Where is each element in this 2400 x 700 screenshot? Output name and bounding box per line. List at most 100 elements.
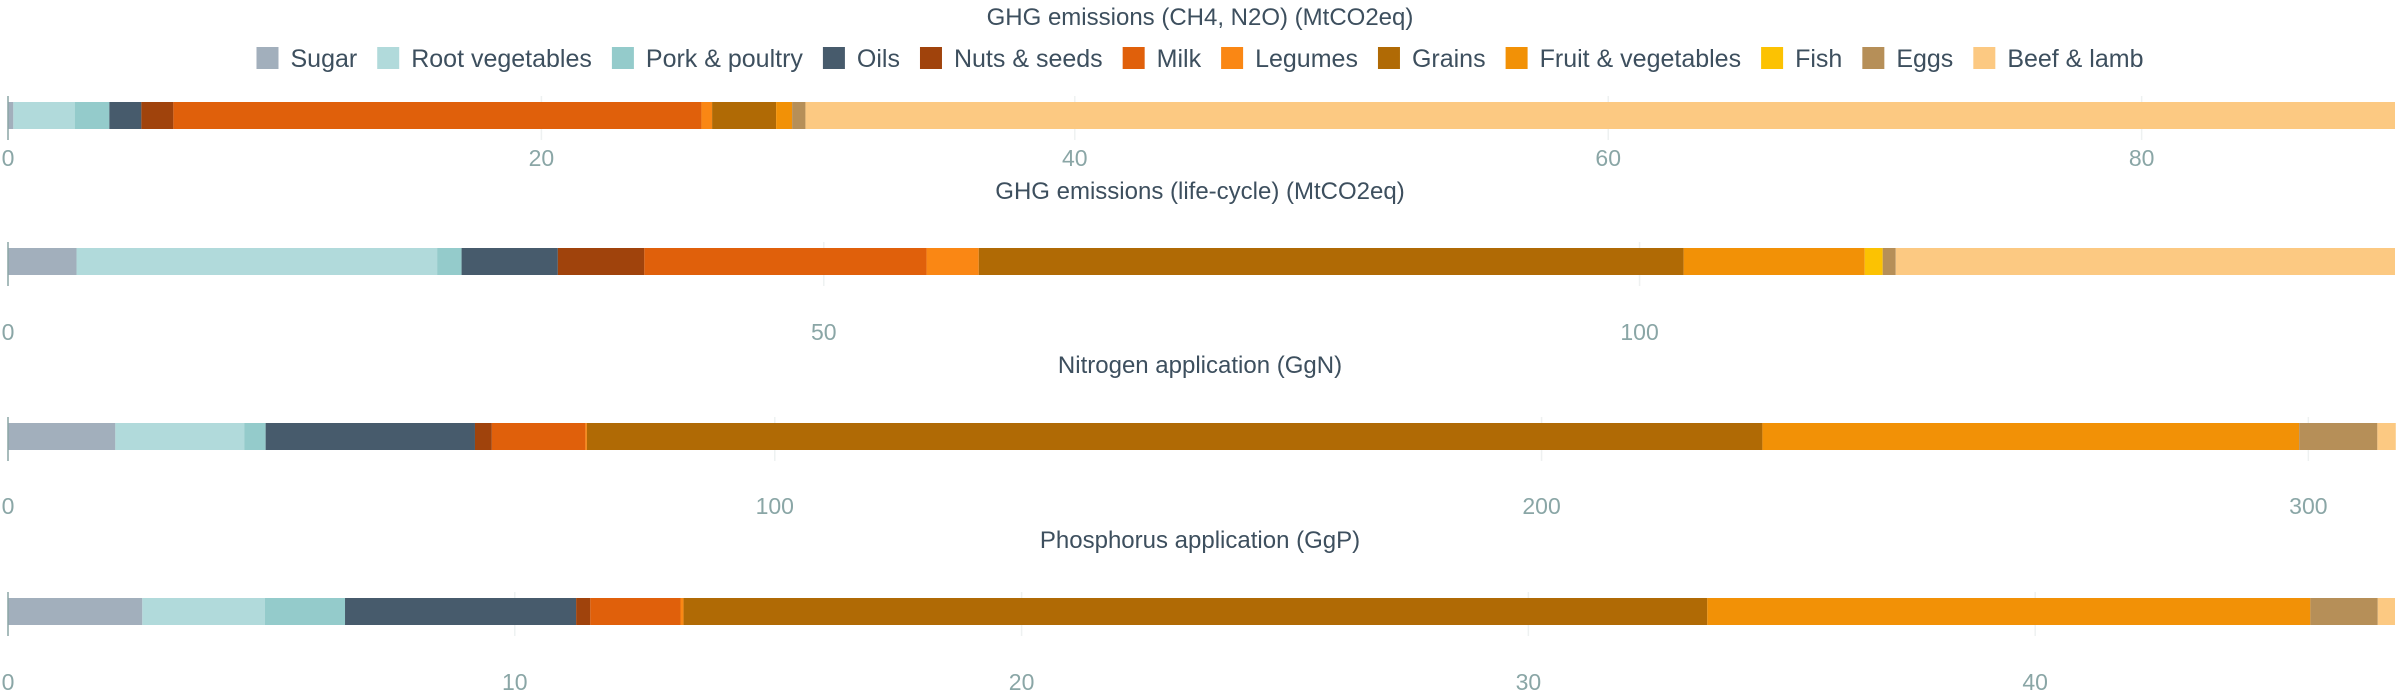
x-tick-label: 20 [1009, 669, 1035, 695]
x-tick-label: 40 [2022, 669, 2048, 695]
legend-swatch [1973, 47, 1996, 69]
legend-label: Grains [1412, 45, 1486, 73]
bar-segment-pork-poultry[interactable] [244, 423, 266, 450]
x-tick-label: 80 [2129, 145, 2155, 171]
chart-panel-1: GHG emissions (CH4, N2O) (MtCO2eq) 0 20 40 6… [2, 4, 2395, 171]
legend-label: Oils [857, 45, 900, 73]
bar-segment-beef-lamb[interactable] [2377, 598, 2395, 625]
legend: Sugar Root vegetables Pork & poultry Oils Nu… [256, 45, 2144, 73]
chart-title: GHG emissions (life-cycle) (MtCO2eq) [995, 178, 1404, 205]
legend-item-pork-poultry[interactable]: Pork & poultry [611, 45, 804, 73]
bar-segment-nuts-seeds[interactable] [576, 598, 591, 625]
legend-label: Fish [1795, 45, 1842, 73]
legend-swatch [1761, 47, 1784, 69]
legend-item-beef-lamb[interactable]: Beef & lamb [1973, 45, 2144, 73]
bar-segment-oils[interactable] [109, 102, 142, 129]
x-tick-label: 20 [529, 145, 555, 171]
x-tick-label: 50 [811, 319, 837, 345]
bar-segment-legumes[interactable] [701, 102, 713, 129]
chart-title: Phosphorus application (GgP) [1040, 527, 1360, 554]
legend-label: Legumes [1255, 45, 1358, 73]
bar-segment-fruit-vegetables[interactable] [1762, 423, 2300, 450]
legend-swatch [377, 47, 400, 69]
x-tick-label: 30 [1516, 669, 1542, 695]
bar-segment-eggs[interactable] [792, 102, 806, 129]
bar-segment-fish[interactable] [1864, 248, 1883, 275]
bar-segment-beef-lamb[interactable] [1895, 248, 2395, 275]
bar-segment-grains[interactable] [683, 598, 1708, 625]
bar-segment-fruit-vegetables[interactable] [1707, 598, 2311, 625]
x-tick-label: 0 [2, 319, 15, 345]
x-tick-label: 0 [2, 669, 15, 695]
chart-panel-4: Phosphorus application (GgP) 0 10 20 30 40 [2, 527, 2395, 695]
x-tick-label: 60 [1595, 145, 1621, 171]
legend-label: Beef & lamb [2007, 45, 2143, 73]
legend-swatch [919, 47, 942, 69]
bar-segment-fruit-vegetables[interactable] [776, 102, 793, 129]
bar-segment-legumes[interactable] [926, 248, 979, 275]
bar-segment-milk[interactable] [173, 102, 702, 129]
bar-segment-pork-poultry[interactable] [264, 598, 346, 625]
legend-item-milk[interactable]: Milk [1122, 45, 1202, 73]
legend-item-legumes[interactable]: Legumes [1221, 45, 1358, 73]
x-tick-label: 0 [2, 145, 15, 171]
legend-item-grains[interactable]: Grains [1377, 45, 1486, 73]
bar-segment-sugar[interactable] [8, 102, 14, 129]
x-tick-label: 100 [1620, 319, 1658, 345]
x-tick-label: 300 [2289, 493, 2327, 519]
chart-title: Nitrogen application (GgN) [1058, 352, 1342, 379]
bar-segment-nuts-seeds[interactable] [474, 423, 492, 450]
bar-segment-sugar[interactable] [8, 248, 77, 275]
bar-segment-eggs[interactable] [2299, 423, 2378, 450]
bar-segment-pork-poultry[interactable] [74, 102, 110, 129]
x-tick-label: 40 [1062, 145, 1088, 171]
bar-segment-oils[interactable] [265, 423, 475, 450]
legend-label: Pork & poultry [646, 45, 804, 73]
bar-segment-root-vegetables[interactable] [13, 102, 75, 129]
legend-label: Eggs [1896, 45, 1953, 73]
legend-item-eggs[interactable]: Eggs [1862, 45, 1953, 73]
bar-segment-oils[interactable] [461, 248, 558, 275]
bar-segment-grains[interactable] [978, 248, 1684, 275]
legend-label: Milk [1157, 45, 1202, 73]
legend-swatch [611, 47, 634, 69]
legend-item-sugar[interactable]: Sugar [256, 45, 357, 73]
bar-segment-sugar[interactable] [8, 598, 143, 625]
legend-item-root-vegetables[interactable]: Root vegetables [377, 45, 592, 73]
bar-segment-grains[interactable] [586, 423, 1763, 450]
bar-segment-fruit-vegetables[interactable] [1683, 248, 1865, 275]
legend-swatch [1377, 47, 1400, 69]
x-tick-label: 0 [2, 493, 15, 519]
x-tick-label: 10 [502, 669, 528, 695]
bar-segment-milk[interactable] [590, 598, 681, 625]
bar-segment-beef-lamb[interactable] [2377, 423, 2396, 450]
legend-swatch [822, 47, 845, 69]
bar-segment-milk[interactable] [644, 248, 927, 275]
legend-item-nuts-seeds[interactable]: Nuts & seeds [919, 45, 1103, 73]
bar-segment-legumes[interactable] [680, 598, 684, 625]
legend-item-fish[interactable]: Fish [1761, 45, 1842, 73]
legend-label: Root vegetables [411, 45, 592, 73]
chart-panels: GHG emissions (CH4, N2O) (MtCO2eq) 0 20 40 6… [2, 4, 2396, 695]
bar-segment-nuts-seeds[interactable] [557, 248, 645, 275]
legend-item-oils[interactable]: Oils [822, 45, 900, 73]
bar-segment-sugar[interactable] [8, 423, 116, 450]
bar-segment-pork-poultry[interactable] [437, 248, 462, 275]
x-tick-label: 200 [1522, 493, 1560, 519]
bar-segment-root-vegetables[interactable] [76, 248, 438, 275]
legend-item-fruit-vegetables[interactable]: Fruit & vegetables [1505, 45, 1742, 73]
bar-segment-root-vegetables[interactable] [142, 598, 265, 625]
bar-segment-grains[interactable] [712, 102, 777, 129]
bar-segment-eggs[interactable] [1882, 248, 1896, 275]
bar-segment-beef-lamb[interactable] [805, 102, 2395, 129]
bar-segment-legumes[interactable] [585, 423, 587, 450]
bar-segment-root-vegetables[interactable] [115, 423, 245, 450]
legend-swatch [1862, 47, 1885, 69]
chart-panel-2: GHG emissions (life-cycle) (MtCO2eq) 0 50 1… [2, 178, 2395, 345]
bar-segment-nuts-seeds[interactable] [141, 102, 174, 129]
bar-segment-eggs[interactable] [2310, 598, 2378, 625]
bar-segment-oils[interactable] [345, 598, 577, 625]
bar-segment-milk[interactable] [491, 423, 586, 450]
